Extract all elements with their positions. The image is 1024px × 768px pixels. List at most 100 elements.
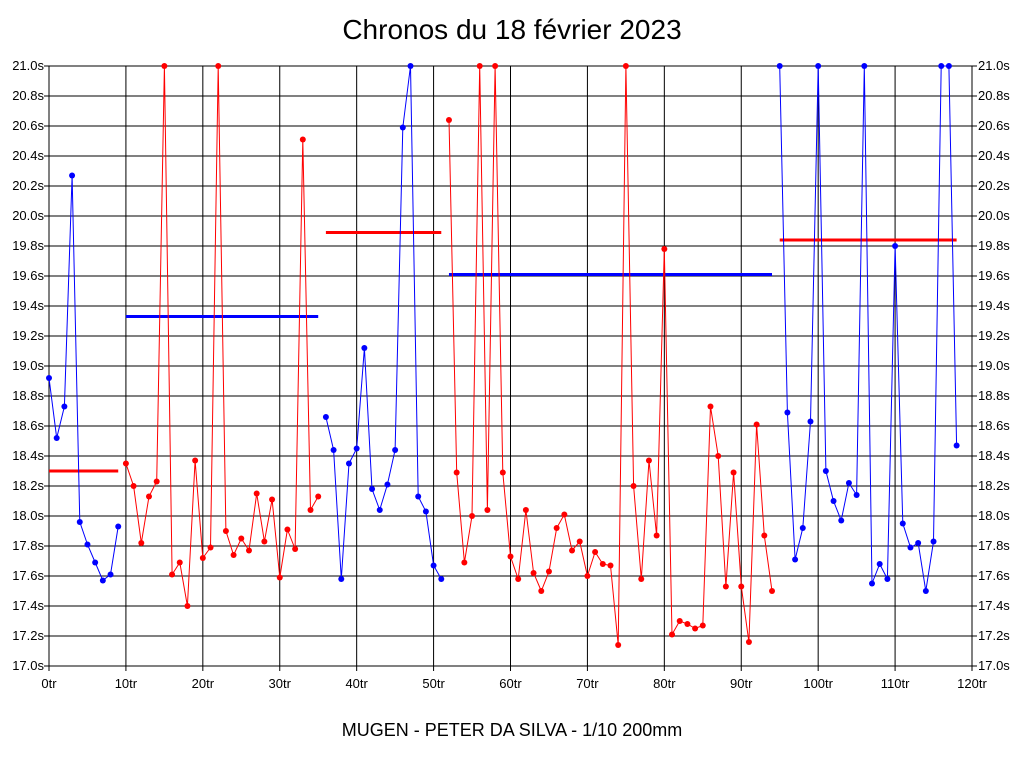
data-point [345, 460, 352, 467]
data-point [822, 468, 829, 474]
y-tick-label-left: 18.2s [12, 478, 44, 493]
data-point [799, 525, 806, 531]
x-tick-label: 10tr [115, 676, 138, 691]
data-point [376, 507, 383, 513]
data-point [838, 517, 845, 524]
data-point [176, 559, 183, 566]
data-point [469, 513, 476, 519]
y-tick-label-right: 18.2s [978, 478, 1010, 493]
data-point [207, 544, 214, 551]
y-tick-label-right: 18.8s [978, 388, 1010, 403]
data-point [84, 541, 91, 548]
data-point [61, 403, 68, 410]
y-tick-label-left: 19.6s [12, 268, 44, 283]
y-tick-label-left: 19.8s [12, 238, 44, 253]
data-point [599, 561, 606, 567]
y-tick-label-left: 17.2s [12, 628, 44, 643]
data-point [122, 460, 129, 467]
data-point [299, 136, 306, 143]
data-point [853, 492, 860, 498]
data-point [76, 519, 83, 525]
y-tick-label-right: 18.6s [978, 418, 1010, 433]
y-tick-label-left: 20.6s [12, 118, 44, 133]
data-point [861, 63, 868, 69]
y-tick-label-right: 19.6s [978, 268, 1010, 283]
data-point [899, 520, 906, 527]
data-point [284, 526, 291, 533]
data-point [753, 421, 760, 428]
data-point [538, 588, 545, 594]
data-point [184, 603, 191, 609]
data-point [676, 618, 683, 624]
data-point [476, 63, 483, 69]
data-point [669, 631, 676, 638]
data-point [707, 403, 714, 410]
data-point [745, 639, 752, 645]
y-tick-label-left: 20.8s [12, 88, 44, 103]
data-point [569, 547, 576, 554]
data-point [684, 621, 691, 627]
data-point [738, 583, 745, 590]
data-point [615, 642, 622, 648]
data-point [515, 576, 522, 582]
y-tick-label-left: 17.0s [12, 658, 44, 673]
data-point [269, 496, 276, 503]
data-point [484, 507, 491, 513]
y-tick-label-left: 20.4s [12, 148, 44, 163]
data-point [99, 577, 106, 584]
y-tick-label-left: 17.8s [12, 538, 44, 553]
data-point [845, 480, 852, 486]
data-point [145, 493, 152, 500]
x-tick-label: 100tr [803, 676, 833, 691]
series-line [325, 65, 442, 580]
data-point [384, 481, 391, 488]
data-point [230, 552, 237, 558]
y-tick-label-left: 21.0s [12, 58, 44, 73]
data-point [507, 553, 514, 560]
data-point [607, 562, 614, 569]
data-point [53, 435, 60, 441]
data-point [215, 63, 222, 69]
data-point [292, 546, 299, 552]
data-point [261, 538, 268, 545]
y-tick-label-right: 21.0s [978, 58, 1010, 73]
data-point [945, 63, 952, 69]
x-tick-label: 120tr [957, 676, 987, 691]
data-point [238, 535, 245, 542]
data-point [630, 483, 637, 489]
data-point [130, 483, 137, 489]
chart-title: Chronos du 18 février 2023 [342, 14, 682, 45]
data-point [461, 559, 468, 566]
y-tick-label-left: 20.2s [12, 178, 44, 193]
data-point [430, 562, 437, 569]
y-tick-label-left: 18.6s [12, 418, 44, 433]
data-point [907, 544, 914, 551]
data-point [622, 63, 629, 69]
y-tick-label-right: 19.2s [978, 328, 1010, 343]
data-point [169, 571, 176, 578]
data-point [730, 469, 737, 476]
x-tick-label: 70tr [576, 676, 599, 691]
y-tick-label-right: 19.0s [978, 358, 1010, 373]
data-point [884, 576, 891, 582]
data-point [492, 63, 499, 69]
data-point [938, 63, 945, 69]
data-point [392, 447, 399, 453]
data-point [315, 493, 322, 500]
y-tick-label-left: 20.0s [12, 208, 44, 223]
y-tick-label-left: 18.0s [12, 508, 44, 523]
data-point [92, 559, 99, 566]
x-tick-label: 90tr [730, 676, 753, 691]
chart-subtitle: MUGEN - PETER DA SILVA - 1/10 200mm [341, 720, 683, 740]
x-tick-label: 20tr [192, 676, 215, 691]
data-point [692, 625, 699, 632]
x-tick-label: 50tr [422, 676, 445, 691]
data-point [530, 570, 537, 576]
data-point [422, 508, 429, 515]
data-point [361, 345, 368, 351]
y-tick-label-left: 18.4s [12, 448, 44, 463]
series-line [779, 65, 958, 592]
data-point [192, 457, 199, 464]
data-point [715, 453, 722, 459]
